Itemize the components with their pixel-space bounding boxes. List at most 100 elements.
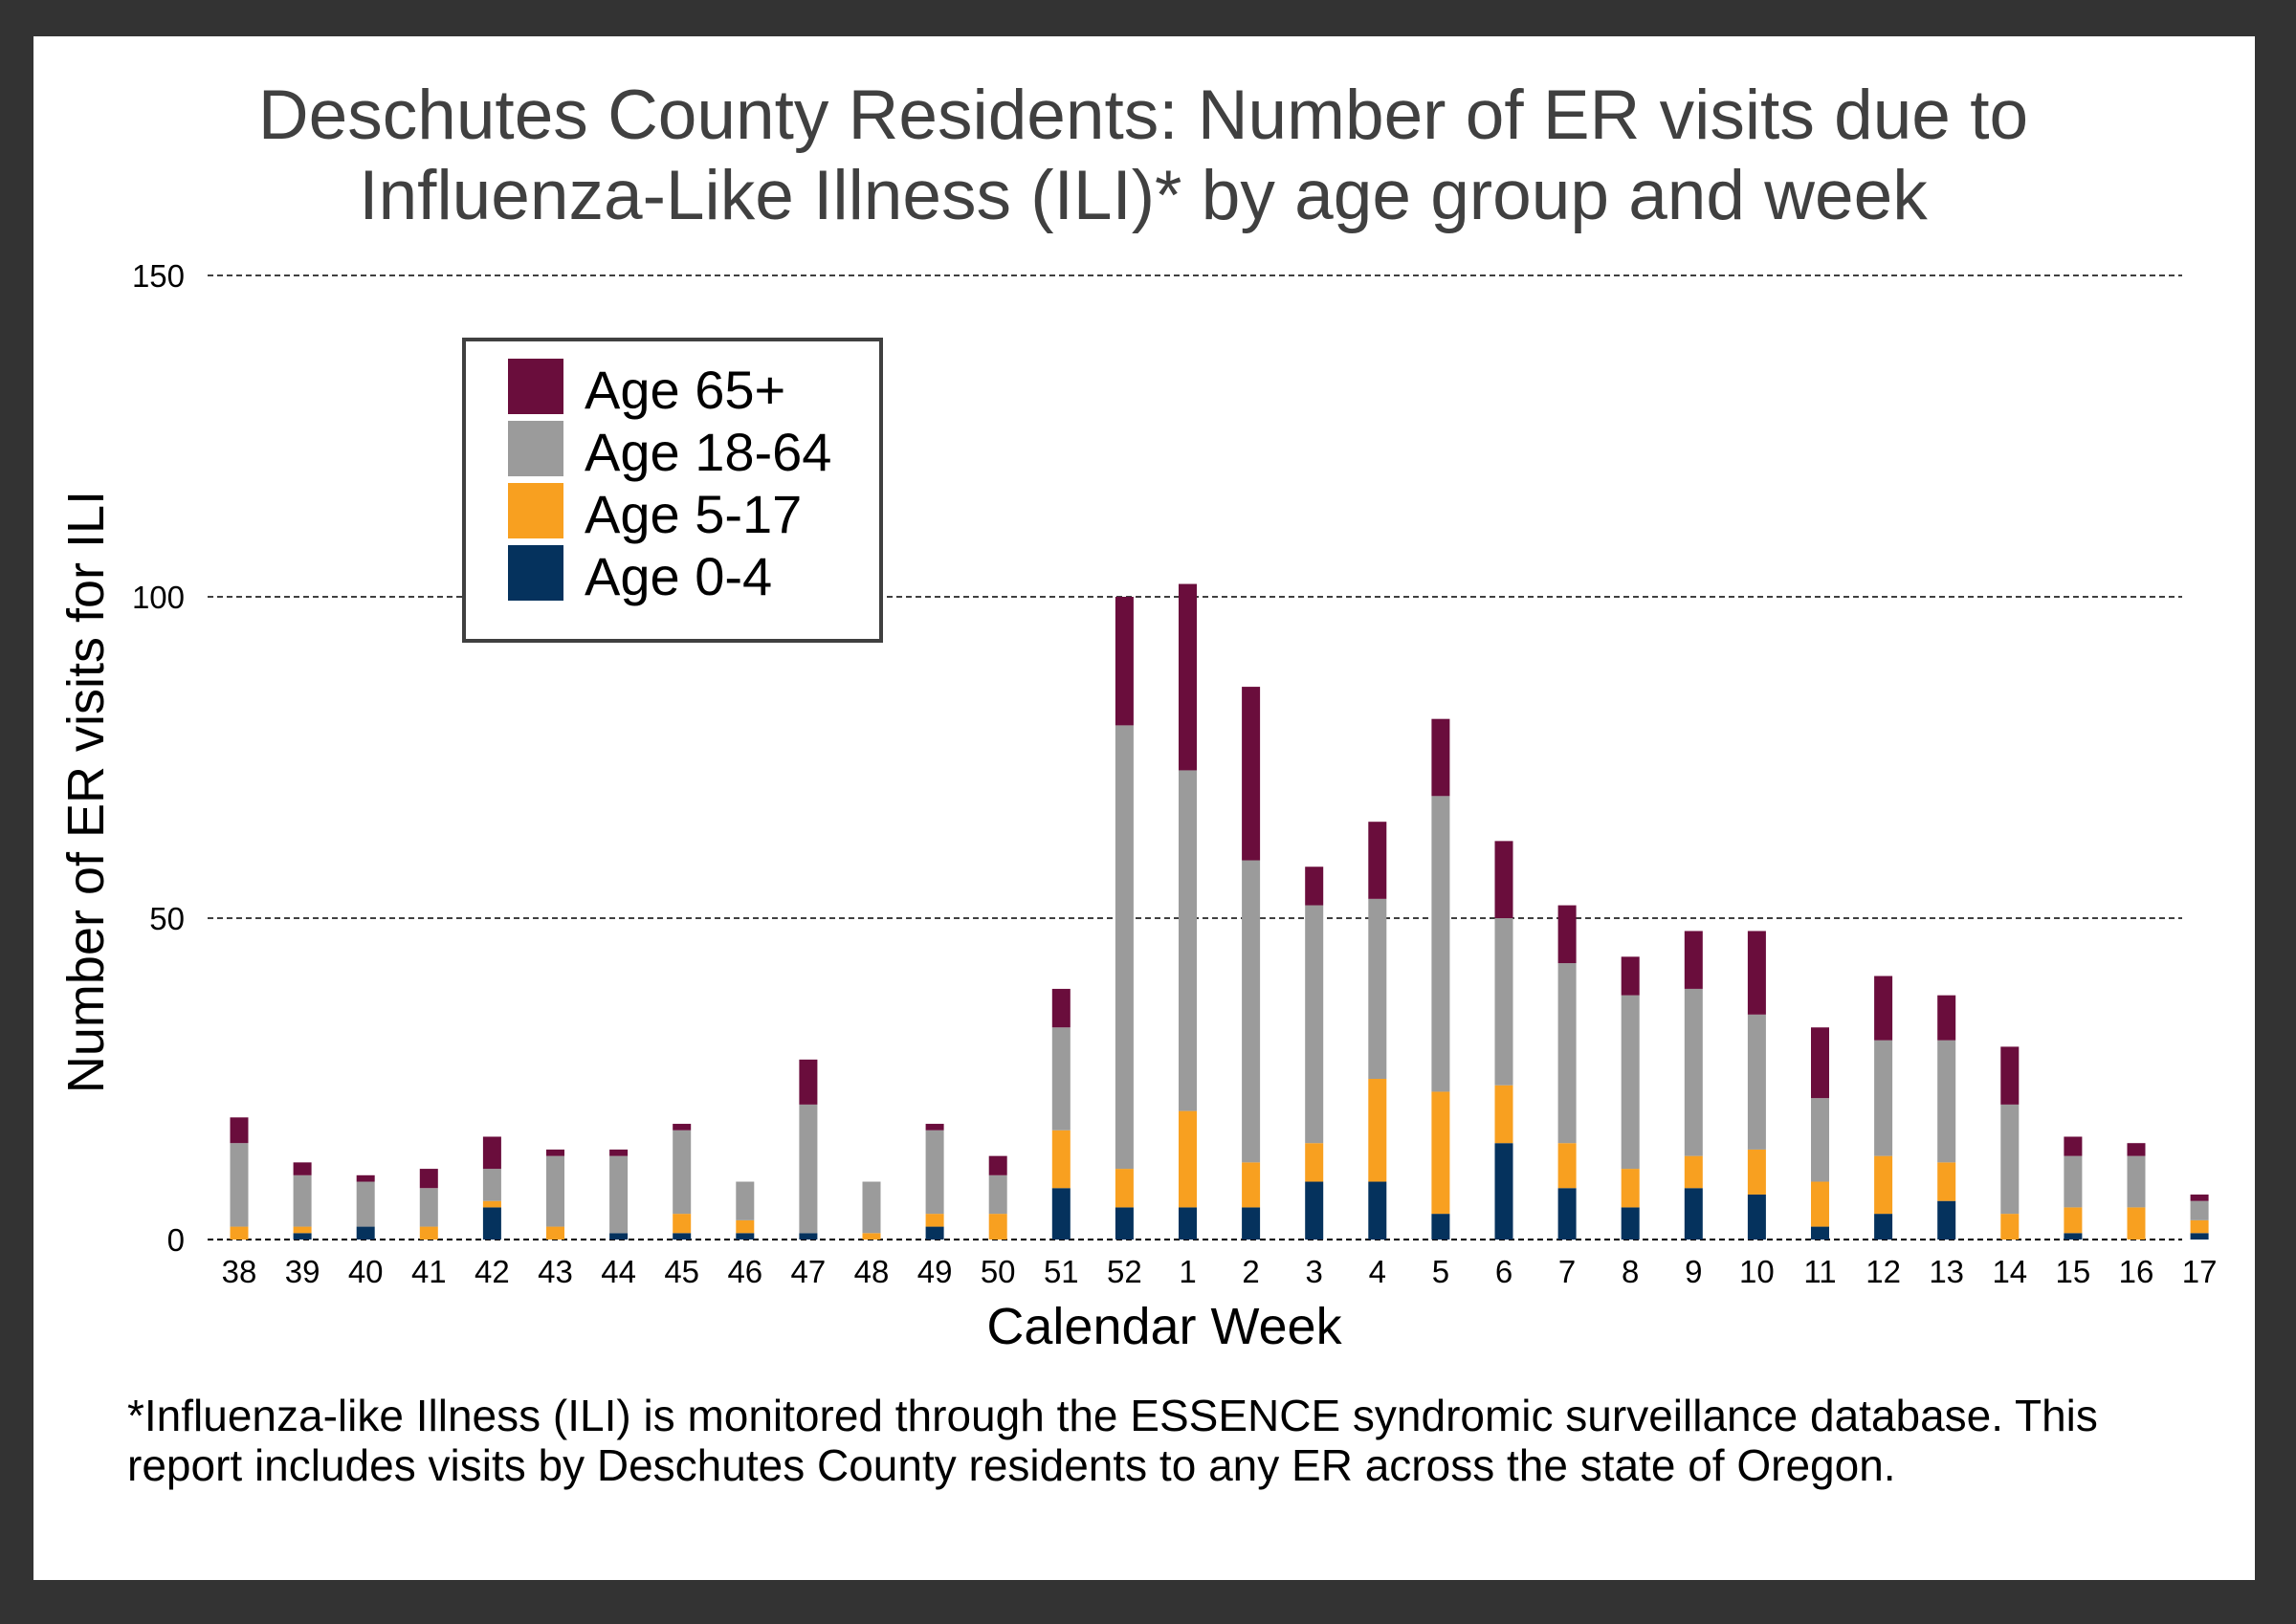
bar-segment-week-47-series-2 (799, 1104, 818, 1234)
bar-segment-week-10-series-3 (1747, 931, 1766, 1015)
bar-segment-week-17-series-1 (2190, 1219, 2209, 1234)
legend-label: Age 65+ (585, 360, 785, 420)
x-axis-title: Calendar Week (986, 1298, 1342, 1355)
chart: Deschutes County Residents: Number of ER… (57, 77, 2218, 1355)
bar-segment-week-1-series-1 (1179, 1110, 1197, 1208)
x-tick-label: 14 (1992, 1254, 2027, 1289)
x-tick-label: 6 (1495, 1254, 1512, 1289)
bar-segment-week-14-series-1 (2000, 1214, 2020, 1240)
x-tick-label: 45 (664, 1254, 699, 1289)
bar-segment-week-16-series-2 (2127, 1155, 2146, 1208)
bar-segment-week-39-series-3 (293, 1162, 312, 1175)
bar-segment-week-48-series-1 (862, 1233, 881, 1240)
bar-segment-week-38-series-1 (230, 1226, 249, 1240)
bar-segment-week-15-series-2 (2064, 1155, 2083, 1208)
x-tick-label: 7 (1558, 1254, 1576, 1289)
bar-segment-week-41-series-2 (419, 1188, 438, 1227)
bar-segment-week-4-series-1 (1368, 1079, 1387, 1182)
bar-segment-week-45-series-3 (673, 1124, 692, 1130)
bar-segment-week-51-series-0 (1051, 1188, 1071, 1240)
y-axis-title: Number of ER visits for ILI (57, 491, 115, 1093)
x-tick-label: 38 (222, 1254, 257, 1289)
legend-swatch-3 (508, 545, 563, 601)
x-tick-label: 44 (601, 1254, 636, 1289)
bar-segment-week-11-series-1 (1811, 1181, 1829, 1227)
bar-segment-week-39-series-0 (293, 1233, 312, 1240)
y-tick-label: 0 (167, 1222, 185, 1258)
bar-segment-week-43-series-2 (546, 1155, 564, 1227)
bar-segment-week-40-series-0 (356, 1226, 375, 1240)
legend-label: Age 5-17 (585, 484, 802, 544)
bar-segment-week-2-series-1 (1242, 1162, 1261, 1208)
x-tick-label: 43 (538, 1254, 573, 1289)
bar-segment-week-11-series-0 (1811, 1226, 1829, 1240)
bar-segment-week-49-series-2 (925, 1130, 944, 1215)
bar-segment-week-12-series-0 (1874, 1214, 1893, 1240)
x-tick-label: 51 (1044, 1254, 1079, 1289)
bar-segment-week-46-series-2 (736, 1181, 755, 1220)
bar-segment-week-3-series-2 (1305, 905, 1324, 1144)
bar-segment-week-49-series-0 (925, 1226, 944, 1240)
bar-segment-week-39-series-2 (293, 1174, 312, 1227)
bar-segment-week-48-series-2 (862, 1181, 881, 1234)
bar-segment-week-8-series-1 (1621, 1169, 1640, 1208)
bar-segment-week-8-series-0 (1621, 1207, 1640, 1240)
bar-segment-week-50-series-3 (988, 1155, 1007, 1175)
bar-segment-week-41-series-1 (419, 1226, 438, 1240)
bar-segment-week-7-series-0 (1557, 1188, 1577, 1240)
bar-segment-week-7-series-3 (1557, 905, 1577, 964)
bar-segment-week-6-series-3 (1494, 841, 1513, 918)
bar-segment-week-40-series-3 (356, 1174, 375, 1182)
x-tick-label: 17 (2182, 1254, 2218, 1289)
bar-segment-week-45-series-2 (673, 1130, 692, 1215)
x-tick-label: 47 (791, 1254, 827, 1289)
chart-title-line-2: Influenza-Like Illness (ILI)* by age gro… (359, 157, 1928, 234)
bar-segment-week-52-series-1 (1115, 1169, 1134, 1208)
bar-segment-week-1-series-0 (1179, 1207, 1197, 1240)
bar-segment-week-47-series-0 (799, 1233, 818, 1240)
bar-segment-week-14-series-2 (2000, 1104, 2020, 1215)
bar-segment-week-43-series-3 (546, 1149, 564, 1156)
bar-segment-week-45-series-1 (673, 1214, 692, 1234)
x-tick-label: 3 (1306, 1254, 1323, 1289)
x-tick-label: 39 (285, 1254, 320, 1289)
bar-segment-week-4-series-2 (1368, 898, 1387, 1079)
bar-segment-week-13-series-1 (1937, 1162, 1956, 1201)
bar-segment-week-5-series-1 (1431, 1091, 1450, 1215)
bar-segment-week-5-series-2 (1431, 796, 1450, 1092)
x-tick-label: 9 (1685, 1254, 1702, 1289)
bar-segment-week-49-series-1 (925, 1214, 944, 1227)
x-tick-label: 12 (1866, 1254, 1901, 1289)
x-tick-label: 13 (1929, 1254, 1964, 1289)
bar-segment-week-44-series-3 (609, 1149, 629, 1156)
bar-segment-week-3-series-3 (1305, 867, 1324, 906)
bar-segment-week-17-series-0 (2190, 1233, 2209, 1240)
bar-segment-week-6-series-2 (1494, 918, 1513, 1086)
x-tick-label: 2 (1242, 1254, 1259, 1289)
x-tick-label: 15 (2056, 1254, 2091, 1289)
y-tick-label: 150 (132, 258, 185, 294)
bar-segment-week-16-series-1 (2127, 1207, 2146, 1240)
chart-title: Deschutes County Residents: Number of ER… (258, 77, 2028, 234)
bar-segment-week-42-series-2 (482, 1169, 501, 1201)
y-tick-label: 50 (149, 901, 185, 936)
bar-segment-week-8-series-2 (1621, 995, 1640, 1170)
bar-segment-week-10-series-1 (1747, 1149, 1766, 1195)
x-tick-label: 10 (1739, 1254, 1775, 1289)
bar-segment-week-3-series-1 (1305, 1143, 1324, 1182)
bar-segment-week-42-series-3 (482, 1136, 501, 1170)
x-tick-label: 40 (348, 1254, 384, 1289)
bar-segment-week-38-series-2 (230, 1143, 249, 1227)
x-tick-label: 49 (917, 1254, 953, 1289)
legend-label: Age 18-64 (585, 422, 831, 482)
x-tick-label: 46 (727, 1254, 762, 1289)
bar-segment-week-17-series-2 (2190, 1200, 2209, 1220)
bar-segment-week-12-series-2 (1874, 1040, 1893, 1156)
bar-segment-week-42-series-1 (482, 1200, 501, 1208)
bar-segment-week-3-series-0 (1305, 1181, 1324, 1240)
bar-segment-week-2-series-2 (1242, 860, 1261, 1163)
bar-segment-week-50-series-1 (988, 1214, 1007, 1240)
bar-segment-week-41-series-3 (419, 1169, 438, 1189)
bar-segment-week-52-series-0 (1115, 1207, 1134, 1240)
x-axis-ticks: 38 39 40 41 42 43 44 45 46 47 48 49 50 51 52 1 2 3 4 5 6 7 8 9 1… (222, 1254, 2218, 1289)
